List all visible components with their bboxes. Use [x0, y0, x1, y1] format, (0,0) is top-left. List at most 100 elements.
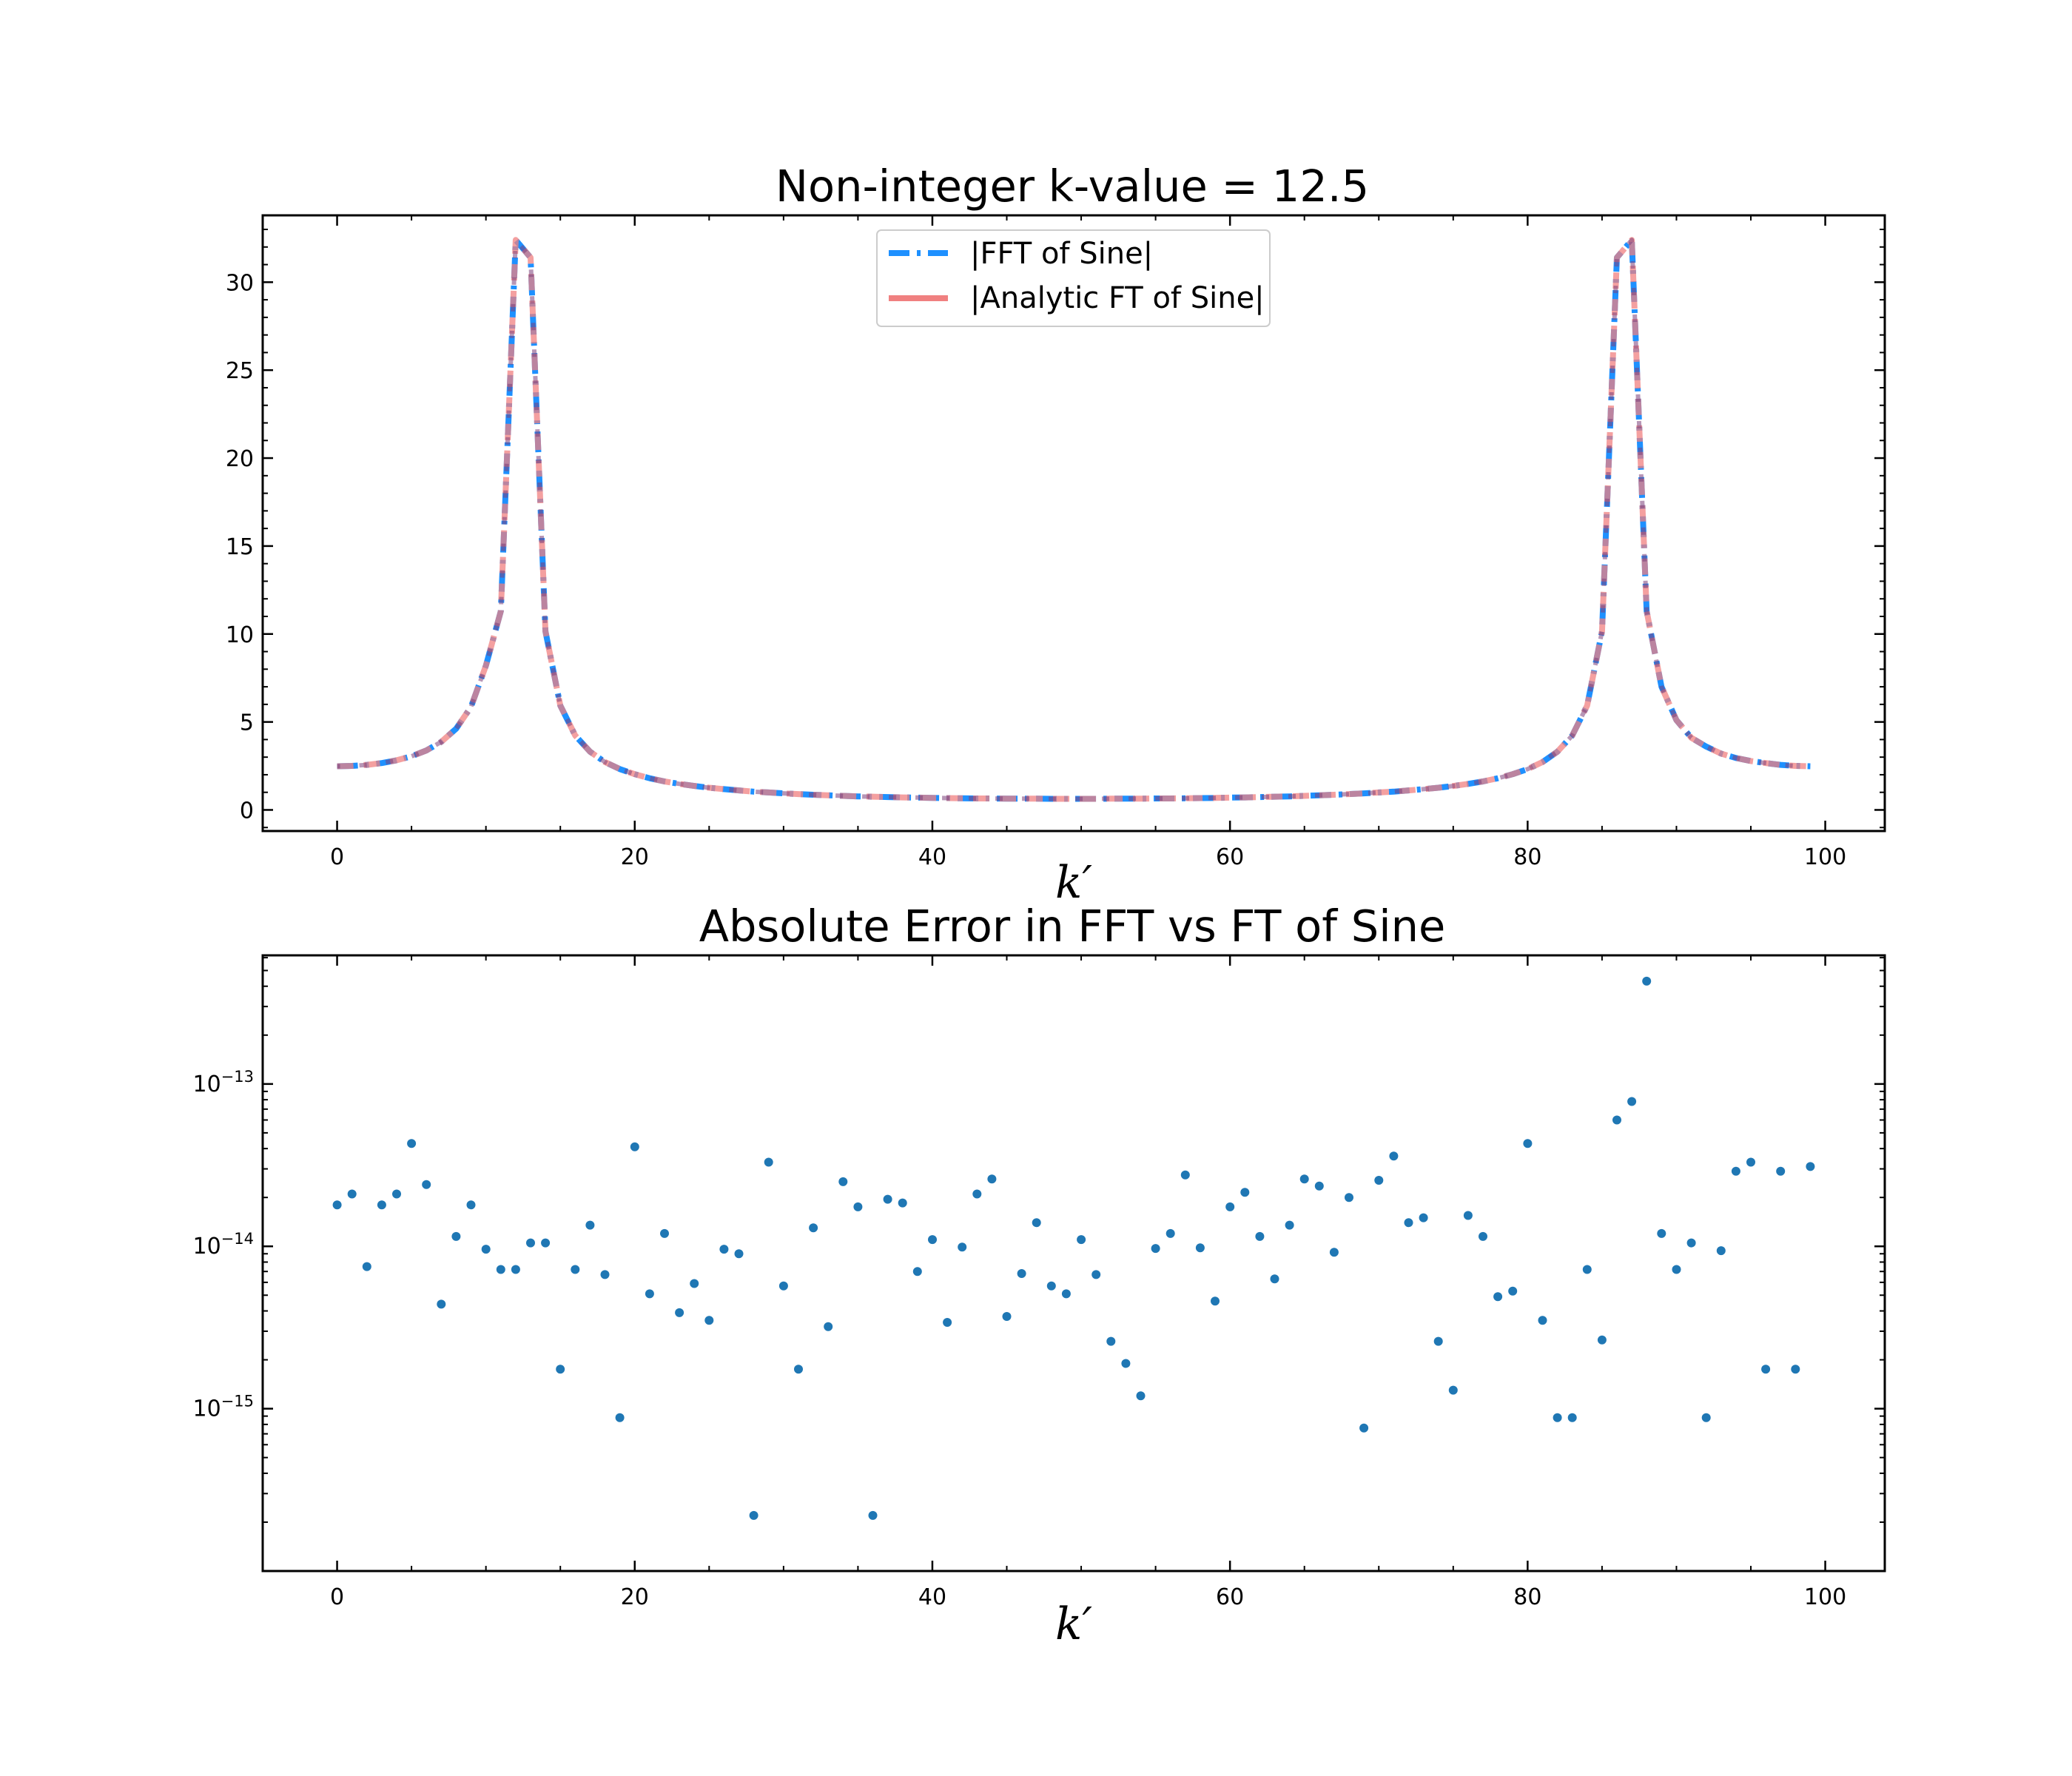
x-tick-label: 40	[918, 1584, 946, 1610]
scatter-point	[928, 1235, 937, 1245]
scatter-point	[1776, 1166, 1786, 1176]
scatter-point	[1166, 1228, 1175, 1238]
scatter-point	[362, 1262, 371, 1271]
scatter-point	[1017, 1269, 1026, 1278]
legend-box	[876, 229, 1271, 327]
scatter-point	[1597, 1335, 1607, 1345]
scatter-point	[1285, 1220, 1294, 1230]
scatter-point	[1151, 1244, 1160, 1254]
scatter-points-group	[332, 976, 1815, 1520]
y-tick-label: 10	[226, 622, 254, 648]
scatter-point	[1448, 1385, 1458, 1395]
scatter-point	[958, 1242, 967, 1252]
scatter-point	[1032, 1218, 1041, 1228]
scatter-point	[1731, 1166, 1740, 1176]
scatter-point	[1180, 1170, 1190, 1180]
scatter-point	[392, 1189, 401, 1199]
scatter-point	[481, 1245, 491, 1254]
scatter-point	[1002, 1312, 1012, 1321]
scatter-point	[1345, 1193, 1353, 1202]
scatter-point	[704, 1316, 714, 1325]
x-tick-label: 60	[1216, 844, 1244, 870]
scatter-point	[1299, 1174, 1309, 1184]
scatter-point	[1567, 1413, 1577, 1422]
scatter-point	[1433, 1336, 1443, 1346]
scatter-point	[778, 1281, 788, 1291]
scatter-point	[630, 1142, 639, 1151]
scatter-point	[972, 1189, 982, 1199]
x-axis-label: k′	[1055, 1598, 1092, 1650]
scatter-point	[1657, 1228, 1666, 1238]
scatter-point	[883, 1194, 892, 1204]
x-tick-label: 100	[1804, 1584, 1846, 1610]
scatter-point	[912, 1267, 922, 1276]
scatter-point	[1270, 1274, 1279, 1284]
scatter-point	[838, 1177, 848, 1186]
scatter-point	[451, 1231, 461, 1241]
legend-label-fft: |FFT of Sine|	[970, 237, 1153, 271]
x-tick-label: 60	[1216, 1584, 1244, 1610]
scatter-point	[1523, 1139, 1533, 1148]
scatter-point	[1672, 1265, 1681, 1274]
scatter-point	[719, 1245, 729, 1254]
line-chart-panel: Non-integer k-value = 12.5 0 20 40 60 80 1000…	[226, 161, 1886, 909]
bottom-axis-ticks: 0 20 40 60 80 100 10−15 10−14 10−13	[192, 955, 1885, 1610]
x-axis-label: k′	[1055, 857, 1092, 909]
x-tick-label: 40	[918, 844, 946, 870]
scatter-point	[347, 1189, 357, 1199]
top-axis-ticks: 0 20 40 60 80 100 0 5 10 15 20 25 30	[226, 215, 1885, 870]
scatter-point	[615, 1413, 625, 1422]
bottom-plot-frame	[261, 954, 1886, 1572]
y-tick-label: 10−13	[192, 1068, 254, 1097]
scatter-point	[407, 1139, 417, 1148]
y-tick-label: 30	[226, 270, 254, 296]
y-tick-label: 10−15	[192, 1393, 254, 1422]
x-tick-label: 0	[330, 844, 344, 870]
y-tick-label: 0	[240, 798, 254, 824]
scatter-point	[1791, 1365, 1800, 1374]
x-tick-label: 80	[1513, 1584, 1541, 1610]
scatter-point	[943, 1318, 952, 1327]
scatter-point	[690, 1279, 699, 1288]
scatter-point	[1359, 1423, 1369, 1433]
scatter-point	[1389, 1151, 1399, 1161]
scatter-point	[1195, 1243, 1205, 1253]
scatter-point	[1329, 1248, 1339, 1257]
scatter-point	[1806, 1162, 1815, 1171]
scatter-point	[585, 1220, 595, 1230]
scatter-point	[794, 1365, 803, 1374]
scatter-chart-panel: Absolute Error in FFT vs FT of Sine 0 20 4…	[192, 901, 1886, 1650]
series-line-overlap	[337, 238, 1811, 801]
scatter-point	[1553, 1413, 1562, 1422]
scatter-point	[1255, 1231, 1265, 1241]
scatter-point	[1493, 1292, 1503, 1302]
scatter-point	[809, 1223, 818, 1233]
scatter-point	[1314, 1181, 1324, 1191]
scatter-point	[571, 1265, 580, 1274]
scatter-point	[749, 1510, 758, 1520]
legend: |FFT of Sine| |Analytic FT of Sine|	[876, 229, 1271, 327]
scatter-point	[660, 1228, 669, 1238]
scatter-point	[1092, 1270, 1101, 1279]
scatter-point	[437, 1299, 446, 1309]
scatter-point	[675, 1308, 684, 1317]
scatter-point	[1642, 976, 1652, 986]
scatter-point	[496, 1265, 505, 1274]
y-tick-label: 15	[226, 534, 254, 560]
scatter-point	[1046, 1281, 1056, 1291]
scatter-point	[556, 1365, 565, 1374]
chart-title: Non-integer k-value = 12.5	[776, 161, 1369, 212]
scatter-point	[1240, 1188, 1250, 1197]
scatter-point	[1582, 1265, 1592, 1274]
scatter-point	[824, 1322, 833, 1331]
scatter-point	[422, 1180, 431, 1189]
scatter-point	[466, 1200, 476, 1210]
scatter-point	[1106, 1336, 1116, 1346]
scatter-point	[1716, 1246, 1726, 1256]
scatter-point	[1508, 1286, 1518, 1296]
scatter-point	[645, 1289, 654, 1299]
y-tick-label: 25	[226, 358, 254, 384]
scatter-point	[764, 1157, 773, 1167]
scatter-point	[987, 1174, 997, 1184]
